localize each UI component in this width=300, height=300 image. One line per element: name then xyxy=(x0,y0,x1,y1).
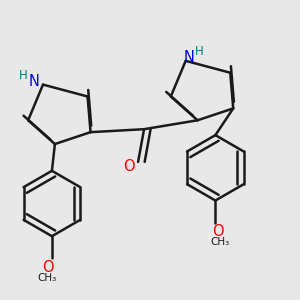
Text: H: H xyxy=(19,69,28,82)
Text: N: N xyxy=(183,50,194,65)
Text: CH₃: CH₃ xyxy=(210,237,230,247)
Text: O: O xyxy=(123,159,135,174)
Text: H: H xyxy=(195,45,203,58)
Text: O: O xyxy=(42,260,53,275)
Text: N: N xyxy=(28,74,40,89)
Text: O: O xyxy=(212,224,224,239)
Text: CH₃: CH₃ xyxy=(38,273,57,283)
